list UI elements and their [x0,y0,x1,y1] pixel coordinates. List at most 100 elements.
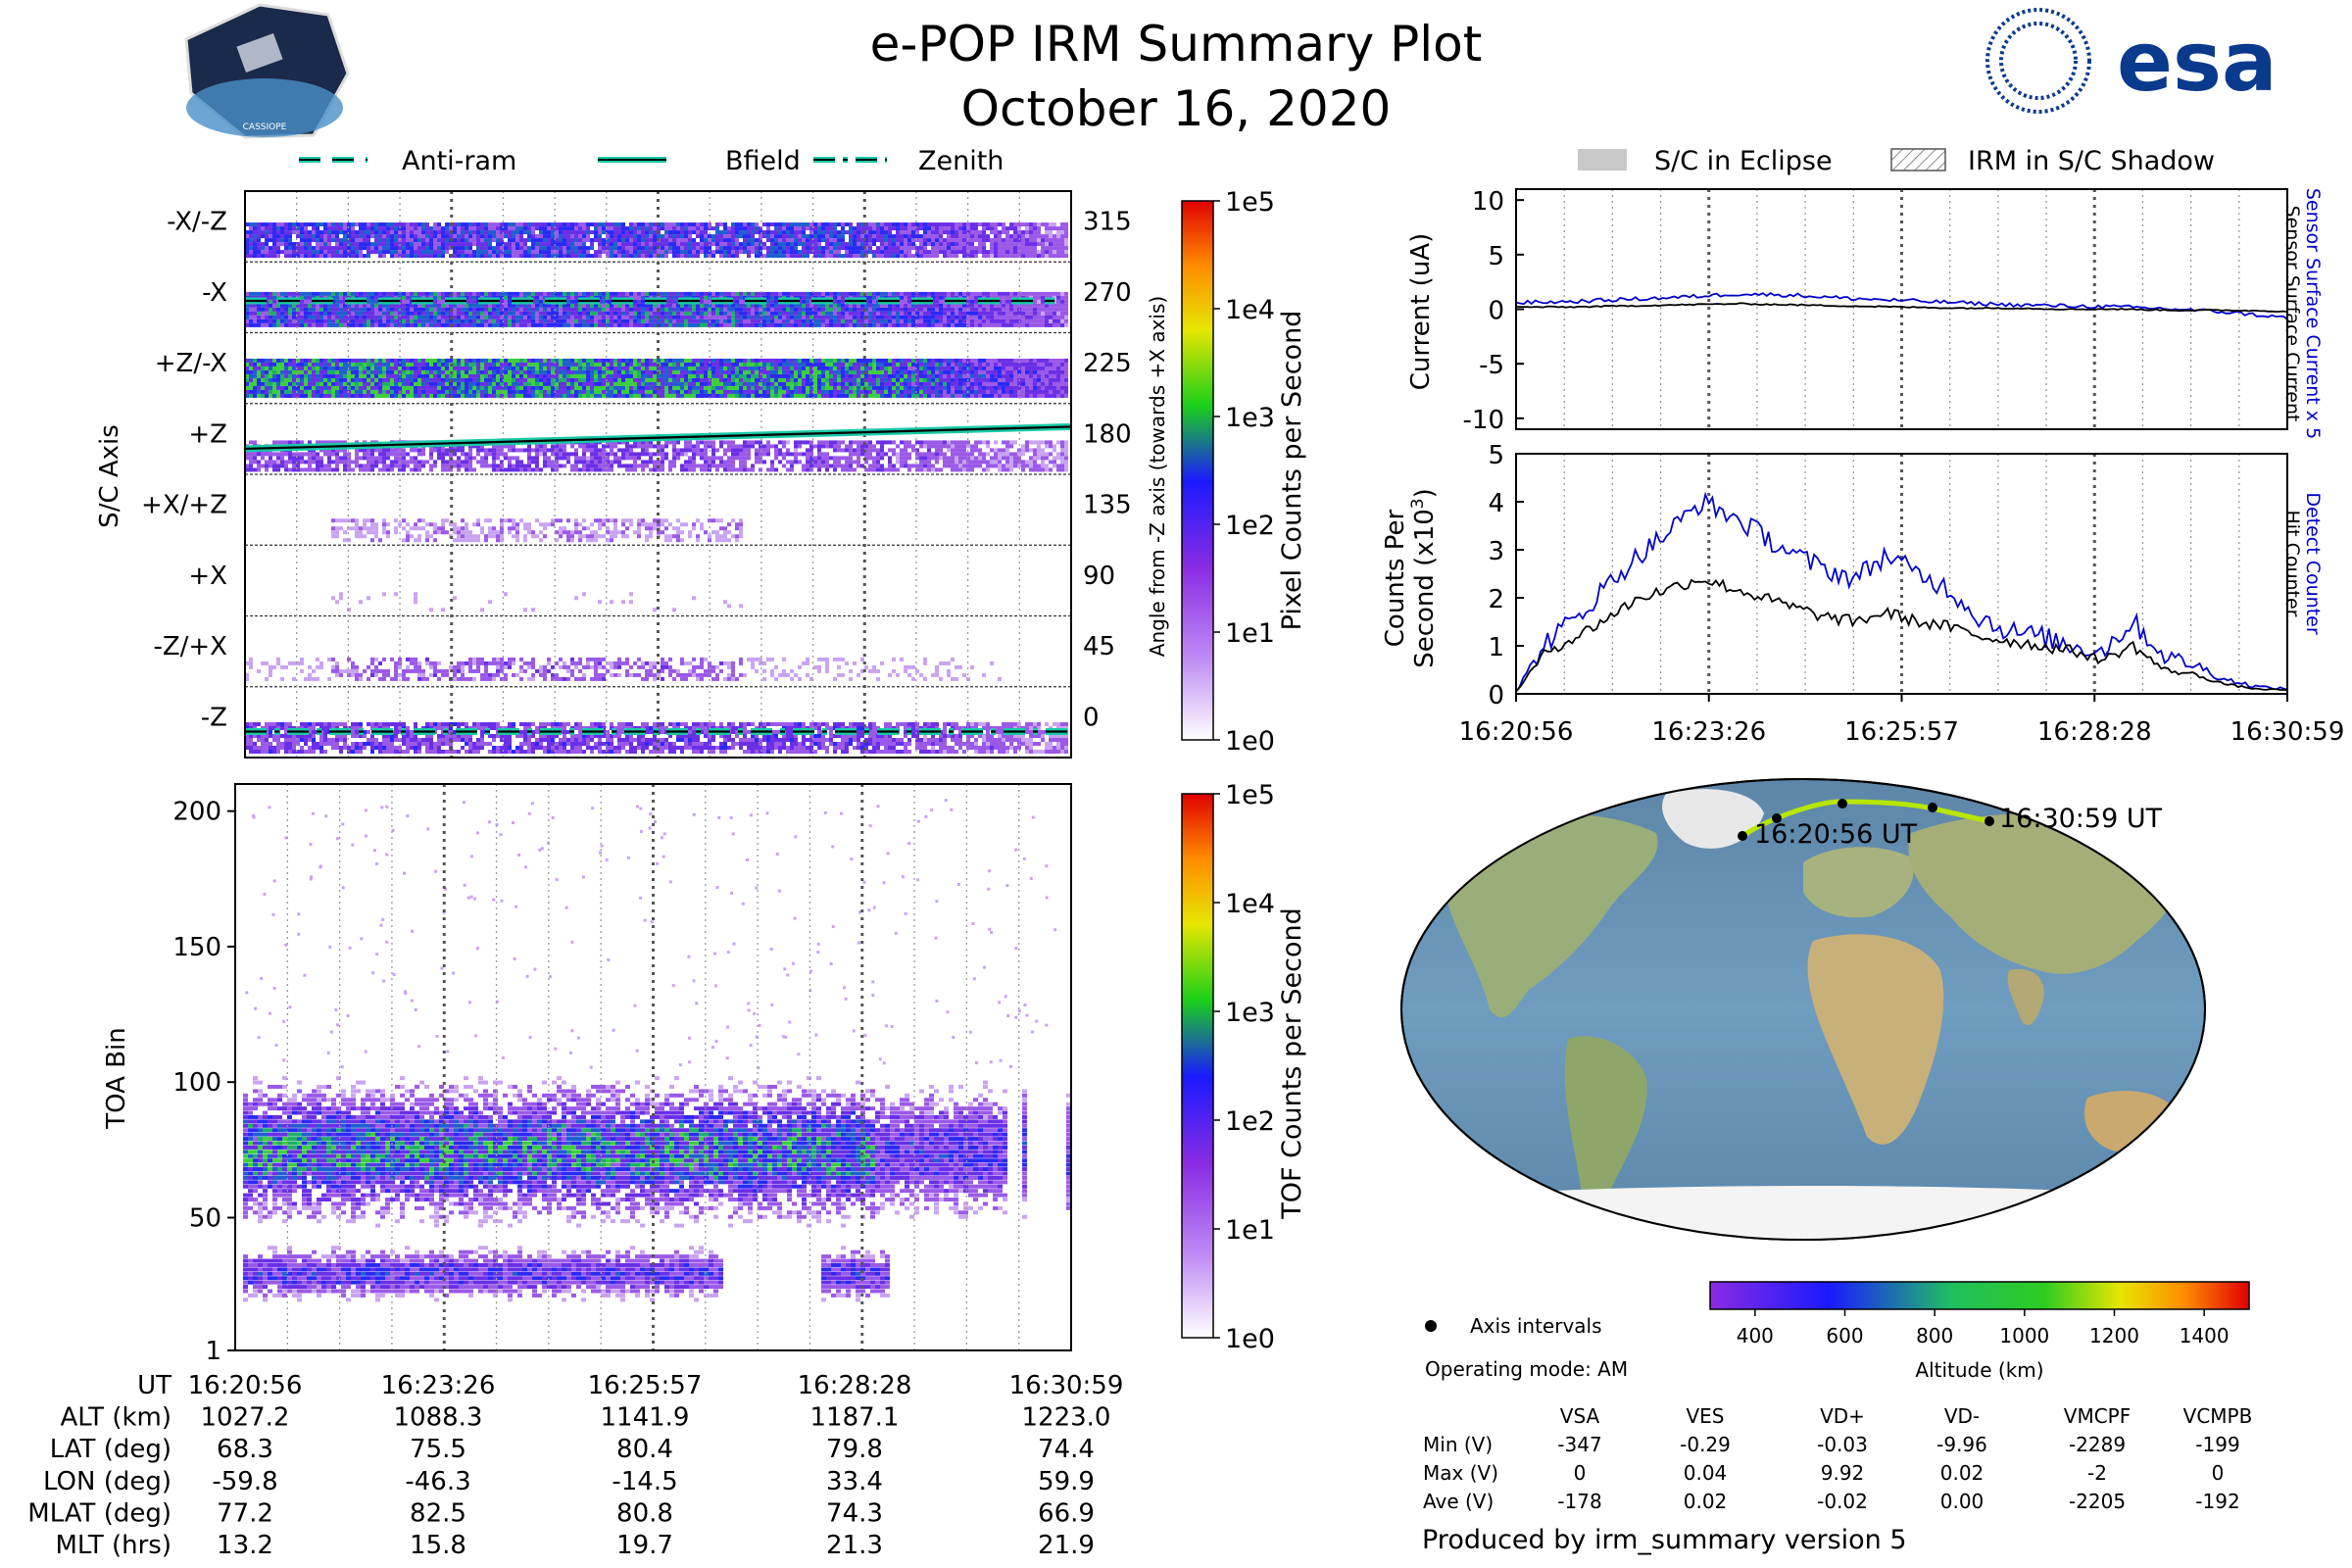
heat-cell [457,311,461,316]
heat-cell [680,234,684,239]
heat-cell [653,389,657,394]
heat-cell [806,303,809,308]
heat-cell [347,250,351,255]
heat-cell [457,373,461,378]
heat-cell [319,230,323,235]
heat-cell [308,250,312,255]
heat-cell [735,369,739,374]
heat-cell [872,322,876,327]
heat-cell [766,246,770,251]
heat-cell [974,250,978,255]
heat-cell [331,234,335,239]
heat-cell [539,222,543,227]
heat-cell [806,299,809,304]
heat-cell [923,315,927,319]
heat-cell [335,322,339,327]
heat-cell [884,238,888,243]
heat-cell [370,369,374,374]
heat-cell [947,303,951,308]
heat-cell [735,362,739,367]
heat-cell [374,295,378,300]
heat-cell [1025,254,1029,259]
heat-cell [747,222,751,227]
heat-cell [429,311,433,316]
heat-cell [837,238,841,243]
heat-cell [1045,318,1049,323]
heat-cell [610,358,613,363]
heat-cell [951,230,955,235]
heat-cell [453,315,457,319]
heat-cell [849,226,853,231]
heat-cell [367,250,370,255]
heat-cell [668,246,672,251]
heat-cell [1033,250,1037,255]
heat-cell [586,393,590,398]
heat-cell [500,230,504,235]
heat-cell [543,238,547,243]
heat-cell [994,303,998,308]
heat-cell [488,322,492,327]
heat-cell [559,234,563,239]
heat-cell [711,242,715,247]
heat-cell [335,303,339,308]
heat-cell [680,250,684,255]
heat-cell [402,234,406,239]
heat-cell [645,315,649,319]
heat-cell [566,366,570,370]
heat-cell [410,303,414,308]
heat-cell [700,246,704,251]
heat-cell [696,291,700,296]
heat-cell [688,250,692,255]
heat-cell [327,362,331,367]
sc-axis-panel: -X/-Z-X+Z/-X+Z+X/+Z+X-Z/+X-Z 31527022518… [95,190,1169,759]
heat-cell [747,362,751,367]
heat-cell [766,238,770,243]
heat-cell [974,234,978,239]
heat-cell [649,254,653,259]
heat-cell [249,234,253,239]
heat-cell [868,250,872,255]
heat-cell [500,322,504,327]
heat-cell [288,242,292,247]
heat-cell [582,307,586,312]
heat-cell [711,238,715,243]
heat-cell [766,222,770,227]
heat-cell [515,393,519,398]
heat-cell [272,381,276,386]
heat-cell [374,250,378,255]
heat-cell [394,303,398,308]
heat-cell [308,307,312,312]
heat-cell [778,234,782,239]
heat-cell [1009,222,1013,227]
heat-cell [331,230,335,235]
heat-cell [319,362,323,367]
heat-cell [433,322,437,327]
heat-cell [512,315,515,319]
heat-cell [719,381,723,386]
heat-cell [480,307,484,312]
heat-cell [296,311,300,316]
heat-cell [645,322,649,327]
heat-cell [476,381,480,386]
heat-cell [308,222,312,227]
heat-cell [896,250,900,255]
heat-cell [739,242,743,247]
heat-cell [476,311,480,316]
heat-cell [492,246,496,251]
heat-cell [700,322,704,327]
heat-cell [715,222,719,227]
heat-cell [947,291,951,296]
heat-cell [955,222,958,227]
heat-cell [860,291,864,296]
heat-cell [519,242,523,247]
heat-cell [719,377,723,382]
heat-cell [292,318,296,323]
heat-cell [272,393,276,398]
heat-cell [1037,311,1041,316]
heat-cell [433,303,437,308]
heat-cell [1002,226,1005,231]
heat-cell [1017,303,1021,308]
heat-cell [727,362,731,367]
heat-cell [813,250,817,255]
heat-cell [417,373,421,378]
